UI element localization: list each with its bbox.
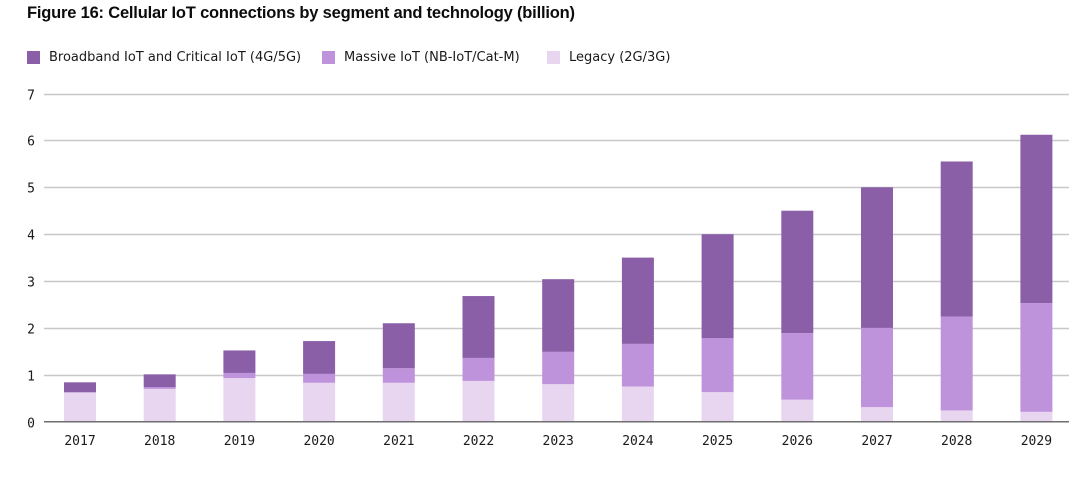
bar-massive-iot-nb-iot-cat-m-2024	[621, 343, 654, 387]
legend-item-legacy: Legacy (2G/3G)	[547, 50, 670, 65]
bar-legacy-2g-3g-2020	[303, 382, 336, 422]
bar-broadband-iot-and-critical-iot-4g-5g-2018	[143, 374, 176, 388]
chart-title: Figure 16: Cellular IoT connections by s…	[27, 4, 575, 22]
x-tick-label-2027: 2027	[861, 434, 892, 449]
bar-group-2024	[621, 257, 654, 422]
bar-massive-iot-nb-iot-cat-m-2019	[223, 372, 256, 379]
bar-massive-iot-nb-iot-cat-m-2028	[940, 316, 973, 411]
bar-group-2018	[143, 374, 176, 422]
legend-label-broadband-iot: Broadband IoT and Critical IoT (4G/5G)	[49, 50, 302, 65]
x-tick-label-2022: 2022	[463, 434, 494, 449]
bars	[64, 134, 1053, 422]
bar-massive-iot-nb-iot-cat-m-2026	[781, 333, 814, 400]
y-tick-label: 2	[27, 323, 35, 338]
x-tick-label-2029: 2029	[1021, 434, 1052, 449]
bar-group-2017	[64, 382, 96, 422]
bar-legacy-2g-3g-2027	[861, 407, 893, 422]
bar-legacy-2g-3g-2019	[223, 378, 256, 422]
bar-legacy-2g-3g-2022	[462, 380, 495, 422]
bar-legacy-2g-3g-2026	[781, 399, 814, 422]
x-tick-label-2026: 2026	[782, 434, 813, 449]
bar-legacy-2g-3g-2023	[542, 384, 575, 422]
bar-broadband-iot-and-critical-iot-4g-5g-2027	[861, 187, 893, 328]
bar-group-2019	[223, 350, 256, 422]
bar-legacy-2g-3g-2029	[1020, 411, 1053, 422]
bar-legacy-2g-3g-2024	[621, 386, 654, 422]
bar-broadband-iot-and-critical-iot-4g-5g-2025	[701, 234, 734, 339]
bar-broadband-iot-and-critical-iot-4g-5g-2029	[1020, 134, 1053, 304]
x-tick-label-2025: 2025	[702, 434, 733, 449]
legend-swatch-massive-iot	[322, 51, 335, 64]
y-tick-label: 3	[27, 276, 35, 291]
legend-item-massive-iot: Massive IoT (NB-IoT/Cat-M)	[322, 50, 520, 65]
y-tick-label: 4	[27, 229, 35, 244]
bar-broadband-iot-and-critical-iot-4g-5g-2021	[382, 323, 415, 369]
x-tick-label-2028: 2028	[941, 434, 972, 449]
x-tick-label-2019: 2019	[224, 434, 255, 449]
bar-group-2027	[861, 187, 893, 422]
x-tick-label-2018: 2018	[144, 434, 175, 449]
bar-massive-iot-nb-iot-cat-m-2023	[542, 351, 575, 385]
bar-massive-iot-nb-iot-cat-m-2020	[303, 373, 336, 383]
bar-broadband-iot-and-critical-iot-4g-5g-2028	[940, 161, 973, 317]
bar-massive-iot-nb-iot-cat-m-2029	[1020, 303, 1053, 412]
bar-broadband-iot-and-critical-iot-4g-5g-2023	[542, 279, 575, 352]
bar-broadband-iot-and-critical-iot-4g-5g-2022	[462, 296, 495, 358]
y-tick-label: 0	[27, 417, 35, 432]
legend-item-broadband-iot: Broadband IoT and Critical IoT (4G/5G)	[27, 50, 301, 65]
bar-group-2025	[701, 234, 734, 422]
y-axis-tick-labels: 0 1 2 3 4 5 6 7	[27, 89, 35, 432]
bar-legacy-2g-3g-2025	[701, 392, 734, 422]
bar-broadband-iot-and-critical-iot-4g-5g-2017	[64, 382, 96, 393]
bar-massive-iot-nb-iot-cat-m-2018	[143, 387, 176, 389]
bar-group-2026	[781, 210, 814, 422]
y-tick-label: 5	[27, 182, 35, 197]
x-tick-label-2023: 2023	[543, 434, 574, 449]
bar-group-2023	[542, 279, 575, 422]
bar-group-2028	[940, 161, 973, 422]
bar-massive-iot-nb-iot-cat-m-2025	[701, 338, 734, 393]
x-tick-label-2021: 2021	[383, 434, 414, 449]
x-axis-tick-labels: 2017 2018 2019 2020 2021 2022 2023 2024 2025 2026…	[64, 434, 1052, 449]
legend-label-legacy: Legacy (2G/3G)	[569, 50, 671, 65]
bar-massive-iot-nb-iot-cat-m-2021	[382, 368, 415, 383]
bar-group-2029	[1020, 134, 1053, 422]
bar-massive-iot-nb-iot-cat-m-2022	[462, 357, 495, 381]
bar-group-2022	[462, 296, 495, 422]
legend-swatch-broadband-iot	[27, 51, 40, 64]
bar-legacy-2g-3g-2028	[940, 410, 973, 422]
legend-label-massive-iot: Massive IoT (NB-IoT/Cat-M)	[344, 50, 520, 65]
y-tick-label: 1	[27, 370, 35, 385]
bar-legacy-2g-3g-2021	[382, 382, 415, 422]
bar-group-2021	[382, 323, 415, 422]
bar-group-2020	[303, 341, 336, 422]
bar-broadband-iot-and-critical-iot-4g-5g-2026	[781, 210, 814, 334]
y-tick-label: 7	[27, 89, 35, 104]
bar-broadband-iot-and-critical-iot-4g-5g-2019	[223, 350, 256, 373]
bar-legacy-2g-3g-2017	[64, 392, 96, 422]
bar-broadband-iot-and-critical-iot-4g-5g-2024	[621, 257, 654, 344]
bar-massive-iot-nb-iot-cat-m-2027	[861, 327, 893, 408]
bar-broadband-iot-and-critical-iot-4g-5g-2020	[303, 341, 336, 374]
y-tick-label: 6	[27, 135, 35, 150]
x-tick-label-2024: 2024	[622, 434, 653, 449]
legend-swatch-legacy	[547, 51, 560, 64]
bar-legacy-2g-3g-2018	[143, 388, 176, 422]
x-tick-label-2017: 2017	[64, 434, 95, 449]
chart-legend: Broadband IoT and Critical IoT (4G/5G) M…	[27, 50, 1027, 68]
x-tick-label-2020: 2020	[303, 434, 334, 449]
